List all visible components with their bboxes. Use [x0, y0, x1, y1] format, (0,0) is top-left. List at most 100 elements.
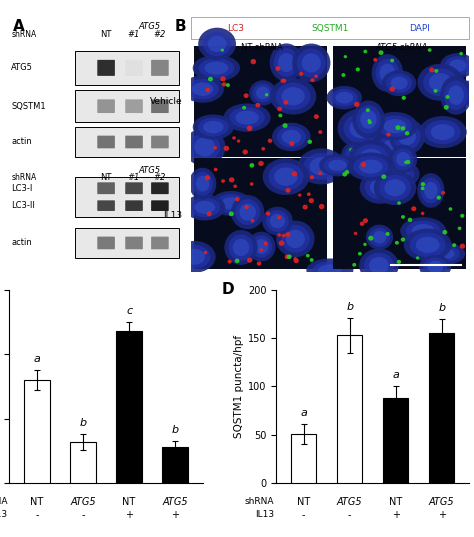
Ellipse shape — [262, 207, 293, 235]
Ellipse shape — [270, 78, 316, 114]
FancyBboxPatch shape — [125, 200, 143, 211]
Ellipse shape — [273, 86, 300, 111]
Circle shape — [283, 124, 287, 127]
Text: ATG5: ATG5 — [138, 165, 161, 175]
FancyBboxPatch shape — [97, 136, 115, 148]
Ellipse shape — [353, 156, 389, 177]
Ellipse shape — [286, 230, 305, 248]
Ellipse shape — [312, 262, 347, 279]
Circle shape — [300, 72, 303, 75]
Ellipse shape — [360, 110, 377, 129]
Circle shape — [401, 127, 405, 130]
Ellipse shape — [344, 113, 379, 143]
Ellipse shape — [369, 257, 389, 274]
Circle shape — [244, 94, 248, 97]
Circle shape — [250, 183, 253, 185]
Ellipse shape — [341, 142, 369, 170]
Ellipse shape — [372, 54, 403, 92]
Ellipse shape — [189, 133, 220, 161]
Circle shape — [268, 139, 272, 142]
Ellipse shape — [404, 229, 452, 261]
Ellipse shape — [360, 149, 383, 166]
FancyBboxPatch shape — [125, 237, 143, 249]
Ellipse shape — [274, 168, 298, 186]
Circle shape — [430, 68, 434, 72]
Bar — [117, 331, 142, 483]
Ellipse shape — [382, 70, 416, 96]
Circle shape — [359, 252, 361, 255]
Text: -: - — [302, 510, 305, 520]
Text: NT: NT — [100, 30, 112, 39]
Ellipse shape — [297, 48, 326, 77]
Circle shape — [345, 56, 346, 57]
Ellipse shape — [278, 53, 295, 72]
Ellipse shape — [194, 137, 215, 157]
Text: NT: NT — [389, 497, 402, 507]
Circle shape — [396, 126, 400, 129]
Ellipse shape — [379, 175, 411, 201]
Ellipse shape — [276, 90, 297, 108]
Text: NT: NT — [100, 172, 112, 182]
Ellipse shape — [382, 140, 400, 158]
Circle shape — [281, 79, 284, 82]
Circle shape — [364, 219, 367, 222]
Ellipse shape — [392, 148, 414, 170]
Circle shape — [405, 161, 407, 163]
Bar — [191, 17, 469, 39]
Text: SQSTM1: SQSTM1 — [311, 24, 349, 33]
Ellipse shape — [384, 179, 406, 197]
Circle shape — [294, 258, 296, 260]
Text: NT: NT — [122, 497, 136, 507]
Circle shape — [250, 164, 254, 167]
Ellipse shape — [211, 191, 252, 216]
Ellipse shape — [255, 239, 268, 254]
Ellipse shape — [349, 118, 374, 139]
Ellipse shape — [345, 145, 365, 166]
Bar — [163, 447, 188, 483]
Circle shape — [229, 178, 234, 182]
Ellipse shape — [378, 115, 412, 137]
Circle shape — [260, 249, 263, 251]
Circle shape — [247, 126, 252, 130]
Ellipse shape — [380, 63, 395, 82]
Circle shape — [364, 50, 366, 53]
Circle shape — [315, 75, 318, 77]
Ellipse shape — [194, 201, 215, 214]
FancyBboxPatch shape — [97, 60, 115, 76]
Text: #1: #1 — [128, 172, 140, 182]
Ellipse shape — [221, 197, 241, 209]
Circle shape — [221, 77, 225, 81]
Ellipse shape — [454, 84, 474, 102]
Ellipse shape — [383, 119, 406, 133]
Circle shape — [342, 74, 345, 76]
Circle shape — [355, 233, 356, 235]
Text: ATG5: ATG5 — [138, 23, 161, 32]
Ellipse shape — [182, 76, 224, 103]
Text: +: + — [171, 510, 179, 520]
Ellipse shape — [233, 239, 249, 256]
Ellipse shape — [337, 108, 385, 148]
Circle shape — [266, 212, 270, 215]
Ellipse shape — [331, 89, 357, 106]
Ellipse shape — [417, 173, 445, 208]
Circle shape — [257, 262, 261, 265]
Ellipse shape — [373, 130, 409, 168]
Ellipse shape — [256, 86, 270, 99]
Circle shape — [245, 206, 248, 208]
Ellipse shape — [382, 163, 414, 185]
Ellipse shape — [178, 245, 210, 268]
Ellipse shape — [360, 171, 401, 204]
Ellipse shape — [429, 73, 452, 91]
Ellipse shape — [393, 123, 420, 150]
Ellipse shape — [410, 233, 446, 257]
Circle shape — [209, 77, 212, 81]
Ellipse shape — [276, 83, 310, 110]
Circle shape — [438, 197, 440, 199]
Ellipse shape — [356, 105, 381, 134]
Circle shape — [391, 60, 393, 62]
Circle shape — [460, 53, 462, 55]
Circle shape — [412, 207, 416, 211]
Ellipse shape — [449, 60, 466, 72]
Circle shape — [421, 183, 425, 186]
Ellipse shape — [247, 232, 275, 262]
